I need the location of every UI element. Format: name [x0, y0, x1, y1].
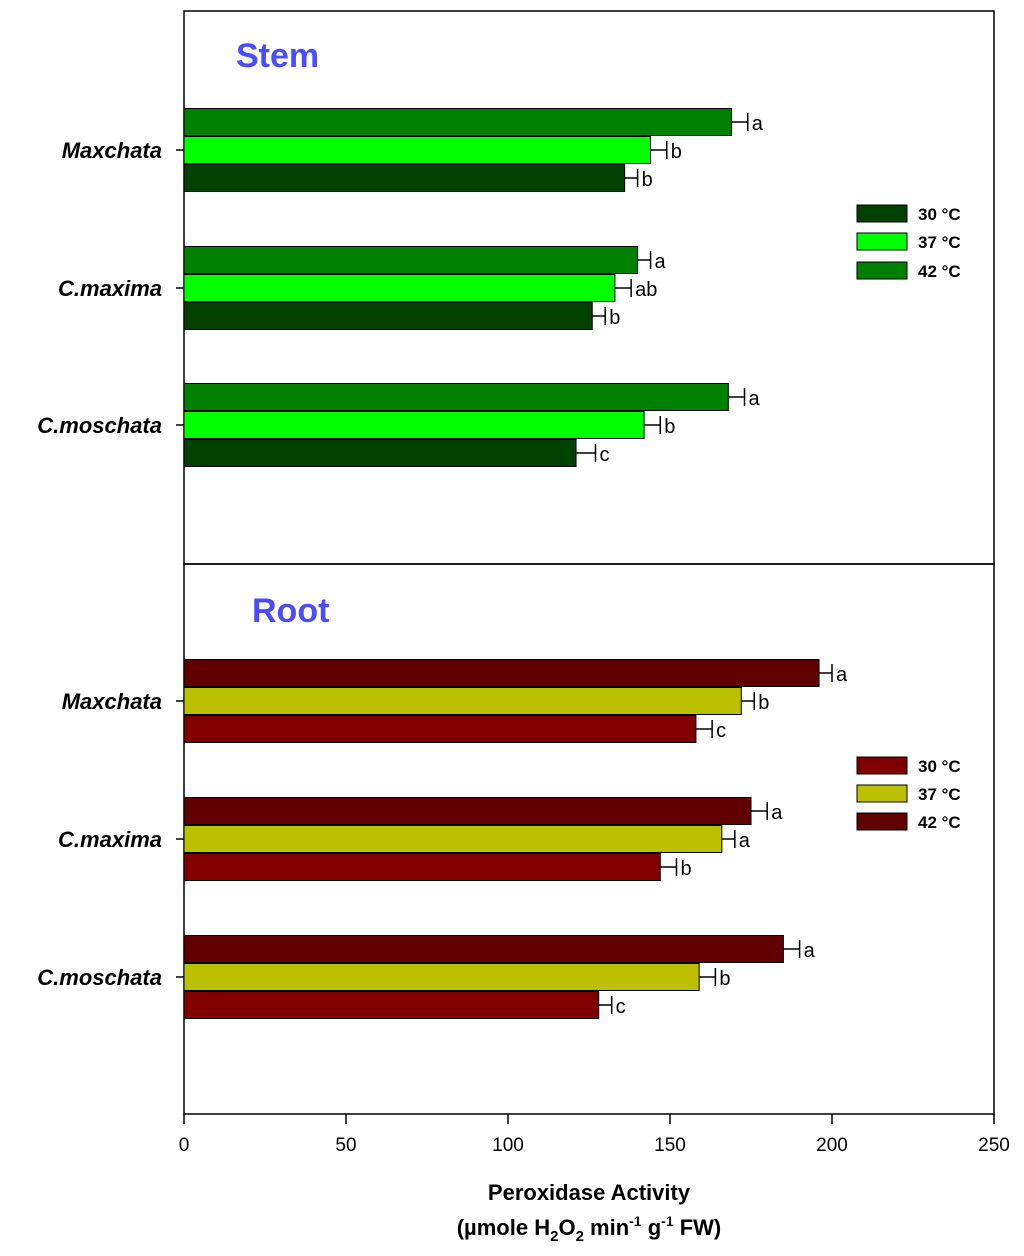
- stem-bar: [183, 136, 652, 164]
- stem-significance-letter: ab: [635, 279, 657, 301]
- x-tick-label: 200: [816, 1135, 848, 1156]
- x-tick-label: 100: [492, 1135, 524, 1156]
- stem-category-label: C.maxima: [58, 276, 162, 301]
- stem-significance-letter: c: [599, 444, 609, 466]
- root-significance-letter: b: [680, 858, 691, 880]
- x-axis-title-line1: Peroxidase Activity: [488, 1180, 691, 1205]
- root-legend-swatch-30: [856, 756, 908, 775]
- stem-significance-letter: b: [609, 307, 620, 329]
- root-bar: [183, 991, 600, 1019]
- stem-category-label: C.moschata: [37, 413, 162, 438]
- root-significance-letter: a: [771, 802, 783, 824]
- stem-bar: [183, 383, 729, 411]
- x-axis-title-part: g: [642, 1215, 662, 1240]
- stem-significance-letter: b: [664, 416, 675, 438]
- stem-bar: [183, 108, 733, 136]
- root-legend-label-30: 30 °C: [918, 757, 961, 776]
- root-legend-label-42: 42 °C: [918, 813, 961, 832]
- root-significance-letter: a: [739, 830, 751, 852]
- stem-bar: [183, 411, 645, 439]
- x-axis-title-part: min: [584, 1215, 629, 1240]
- root-legend-swatch-42: [856, 812, 908, 831]
- root-bar: [183, 825, 723, 853]
- x-axis-title-sup: -1: [629, 1213, 642, 1229]
- root-category-label: Maxchata: [62, 689, 162, 714]
- stem-panel-title: Stem: [236, 37, 319, 75]
- root-significance-letter: c: [616, 996, 626, 1018]
- root-bar: [183, 687, 742, 715]
- root-legend: 30 °C 37 °C 42 °C: [856, 756, 961, 832]
- root-legend-swatch-37: [856, 784, 908, 803]
- root-category-label: C.maxima: [58, 827, 162, 852]
- root-bar: [183, 715, 697, 743]
- stem-bar: [183, 439, 577, 467]
- stem-legend-label-42: 42 °C: [918, 262, 961, 281]
- root-bar: [183, 853, 661, 881]
- root-bar: [183, 963, 700, 991]
- root-bar: [183, 935, 784, 963]
- root-significance-letter: a: [836, 664, 848, 686]
- x-axis-title-part: (µmole H: [457, 1215, 550, 1240]
- stem-category-label: Maxchata: [62, 138, 162, 163]
- x-tick-label: 0: [179, 1135, 190, 1156]
- root-bar: [183, 797, 752, 825]
- x-axis-title-sup: -1: [661, 1213, 674, 1229]
- root-significance-letter: b: [719, 968, 730, 990]
- x-axis-title-sub: 2: [550, 1228, 558, 1245]
- stem-legend-swatch-37: [856, 232, 908, 251]
- stem-bar: [183, 274, 616, 302]
- x-tick-label: 250: [978, 1135, 1010, 1156]
- x-axis: 0 50 100 150 200 250: [179, 1114, 1010, 1156]
- stem-bar: [183, 246, 639, 274]
- stem-significance-letter: a: [749, 388, 761, 410]
- x-axis-title-sub: 2: [576, 1228, 584, 1245]
- stem-significance-letter: b: [642, 169, 653, 191]
- stem-bar: [183, 302, 593, 330]
- stem-significance-letter: a: [655, 251, 667, 273]
- root-panel-title: Root: [252, 592, 329, 630]
- stem-significance-letter: b: [671, 141, 682, 163]
- x-tick-label: 50: [335, 1135, 356, 1156]
- x-axis-title-part: FW): [674, 1215, 722, 1240]
- stem-legend-label-37: 37 °C: [918, 233, 961, 252]
- root-significance-letter: b: [758, 692, 769, 714]
- stem-significance-letter: a: [752, 113, 764, 135]
- root-significance-letter: a: [804, 940, 816, 962]
- stem-bar: [183, 164, 626, 192]
- x-axis-title-line2: (µmole H2O2 min-1 g-1 FW): [457, 1213, 722, 1245]
- root-legend-label-37: 37 °C: [918, 785, 961, 804]
- x-tick-label: 150: [654, 1135, 686, 1156]
- stem-legend-label-30: 30 °C: [918, 205, 961, 224]
- root-bar: [183, 659, 820, 687]
- root-significance-letter: c: [716, 720, 726, 742]
- stem-legend-swatch-42: [856, 261, 908, 280]
- x-axis-title-part: O: [558, 1215, 575, 1240]
- stem-legend-swatch-30: [856, 204, 908, 223]
- stem-legend: 30 °C 37 °C 42 °C: [856, 204, 961, 281]
- root-category-label: C.moschata: [37, 965, 162, 990]
